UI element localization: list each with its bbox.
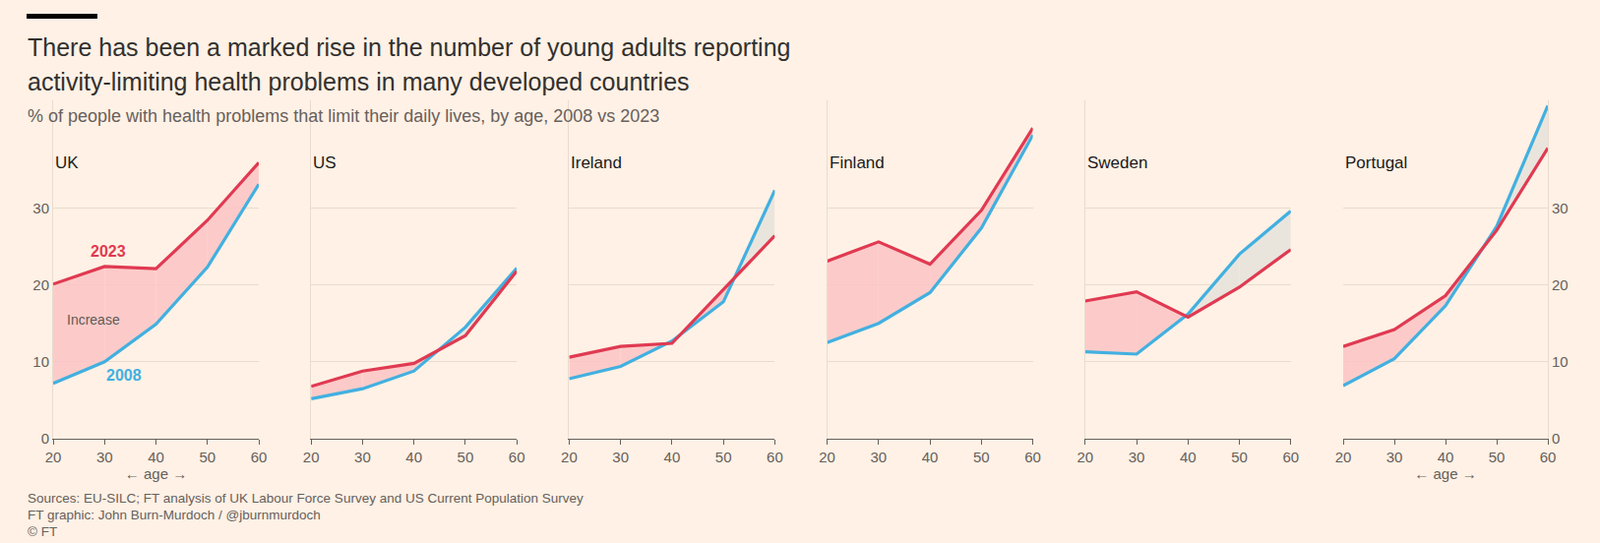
svg-text:20: 20: [45, 448, 62, 466]
html-text:FT graphic: John Burn-Murdoch: FT graphic: John Burn-Murdoch / @jburnmu…: [27, 507, 321, 523]
svg-text:40: 40: [405, 448, 423, 466]
svg-text:20: 20: [1076, 448, 1094, 466]
svg-text:30: 30: [96, 448, 114, 466]
svg-text:20: 20: [1551, 276, 1569, 294]
svg-text:60: 60: [1282, 448, 1299, 466]
svg-text:50: 50: [1230, 448, 1248, 466]
svg-text:Finland: Finland: [829, 153, 885, 173]
svg-text:50: 50: [715, 448, 733, 466]
svg-text:60: 60: [250, 448, 268, 466]
svg-text:UK: UK: [55, 153, 79, 173]
svg-text:30: 30: [32, 199, 50, 217]
svg-text:20: 20: [303, 448, 320, 466]
svg-text:20: 20: [32, 276, 50, 294]
svg-text:10: 10: [1551, 353, 1569, 370]
svg-text:60: 60: [766, 448, 784, 466]
svg-text:20: 20: [560, 448, 578, 466]
svg-text:2008: 2008: [106, 367, 142, 384]
svg-text:40: 40: [664, 448, 681, 466]
svg-text:40: 40: [147, 448, 165, 466]
svg-text:0: 0: [1551, 430, 1560, 447]
svg-text:Ireland: Ireland: [570, 153, 622, 173]
svg-text:← age →: ← age →: [1414, 465, 1477, 483]
svg-text:0: 0: [41, 430, 50, 447]
html-text:There has been a marked rise i: There has been a marked rise in the numb…: [27, 33, 791, 96]
html-text:% of people with health proble: % of people with health problems that li…: [27, 106, 660, 126]
svg-text:30: 30: [1128, 448, 1146, 466]
svg-text:30: 30: [1551, 199, 1569, 217]
svg-text:40: 40: [922, 448, 939, 466]
svg-text:30: 30: [612, 448, 629, 466]
svg-text:US: US: [312, 153, 337, 173]
svg-text:30: 30: [1386, 448, 1404, 466]
html-text:© FT: © FT: [27, 524, 58, 540]
svg-text:20: 20: [1335, 448, 1353, 466]
svg-text:60: 60: [1539, 448, 1557, 466]
svg-text:30: 30: [870, 448, 888, 466]
svg-text:Increase: Increase: [66, 311, 121, 328]
svg-text:30: 30: [354, 448, 371, 466]
svg-text:← age →: ← age →: [124, 465, 187, 483]
svg-text:60: 60: [1024, 448, 1042, 466]
html-text:Sources: EU-SILC; FT analysis: Sources: EU-SILC; FT analysis of UK Labo…: [27, 491, 584, 506]
svg-text:50: 50: [457, 448, 475, 466]
svg-text:40: 40: [1179, 448, 1197, 466]
svg-text:20: 20: [818, 448, 836, 466]
svg-text:2023: 2023: [90, 243, 126, 260]
svg-text:Sweden: Sweden: [1087, 153, 1148, 173]
svg-text:50: 50: [1488, 448, 1506, 466]
svg-text:Portugal: Portugal: [1345, 153, 1408, 173]
svg-text:50: 50: [973, 448, 990, 466]
svg-text:10: 10: [32, 353, 50, 370]
svg-text:40: 40: [1437, 448, 1455, 466]
svg-text:60: 60: [508, 448, 526, 466]
svg-text:50: 50: [198, 448, 216, 466]
